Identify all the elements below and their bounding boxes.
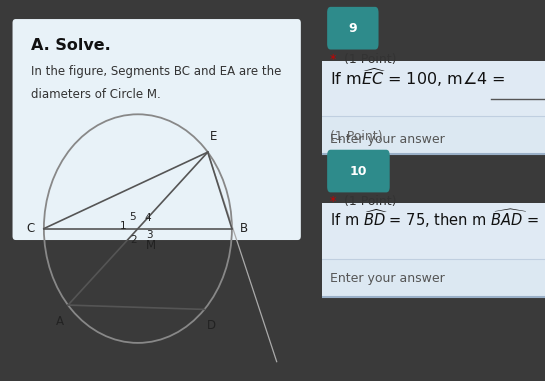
Text: 9: 9 xyxy=(348,22,357,35)
Text: diameters of Circle M.: diameters of Circle M. xyxy=(32,88,161,101)
Text: 5: 5 xyxy=(129,212,136,222)
Text: A. Solve.: A. Solve. xyxy=(32,38,111,53)
Text: In the figure, Segments BC and EA are the: In the figure, Segments BC and EA are th… xyxy=(32,65,282,78)
Text: If m $\widehat{BD}$ = 75, then m $\widehat{BAD}$ =: If m $\widehat{BD}$ = 75, then m $\wideh… xyxy=(330,207,540,230)
Text: 1: 1 xyxy=(119,221,126,231)
Text: (1 Point): (1 Point) xyxy=(344,53,396,66)
Text: Enter your answer: Enter your answer xyxy=(330,133,445,146)
Text: A: A xyxy=(56,315,64,328)
Text: 10: 10 xyxy=(350,165,367,178)
Text: 3: 3 xyxy=(147,231,153,240)
Text: 2: 2 xyxy=(130,235,136,245)
Text: *: * xyxy=(330,53,341,66)
Text: If m$\widehat{EC}$ = 100, m$\angle$4 =: If m$\widehat{EC}$ = 100, m$\angle$4 = xyxy=(330,66,506,88)
FancyBboxPatch shape xyxy=(322,203,545,259)
Text: E: E xyxy=(210,130,217,142)
FancyBboxPatch shape xyxy=(322,117,545,154)
FancyBboxPatch shape xyxy=(322,61,545,116)
Text: D: D xyxy=(207,319,216,332)
Text: (1 Point): (1 Point) xyxy=(330,130,383,143)
Text: M: M xyxy=(146,239,156,252)
Text: *: * xyxy=(330,195,341,208)
FancyBboxPatch shape xyxy=(322,260,545,297)
Text: 4: 4 xyxy=(144,213,150,223)
FancyBboxPatch shape xyxy=(327,150,390,192)
FancyBboxPatch shape xyxy=(327,7,379,50)
Text: C: C xyxy=(26,222,34,235)
Text: (1 Point): (1 Point) xyxy=(344,195,396,208)
FancyBboxPatch shape xyxy=(13,19,301,240)
Text: Enter your answer: Enter your answer xyxy=(330,272,445,285)
Text: B: B xyxy=(240,222,248,235)
